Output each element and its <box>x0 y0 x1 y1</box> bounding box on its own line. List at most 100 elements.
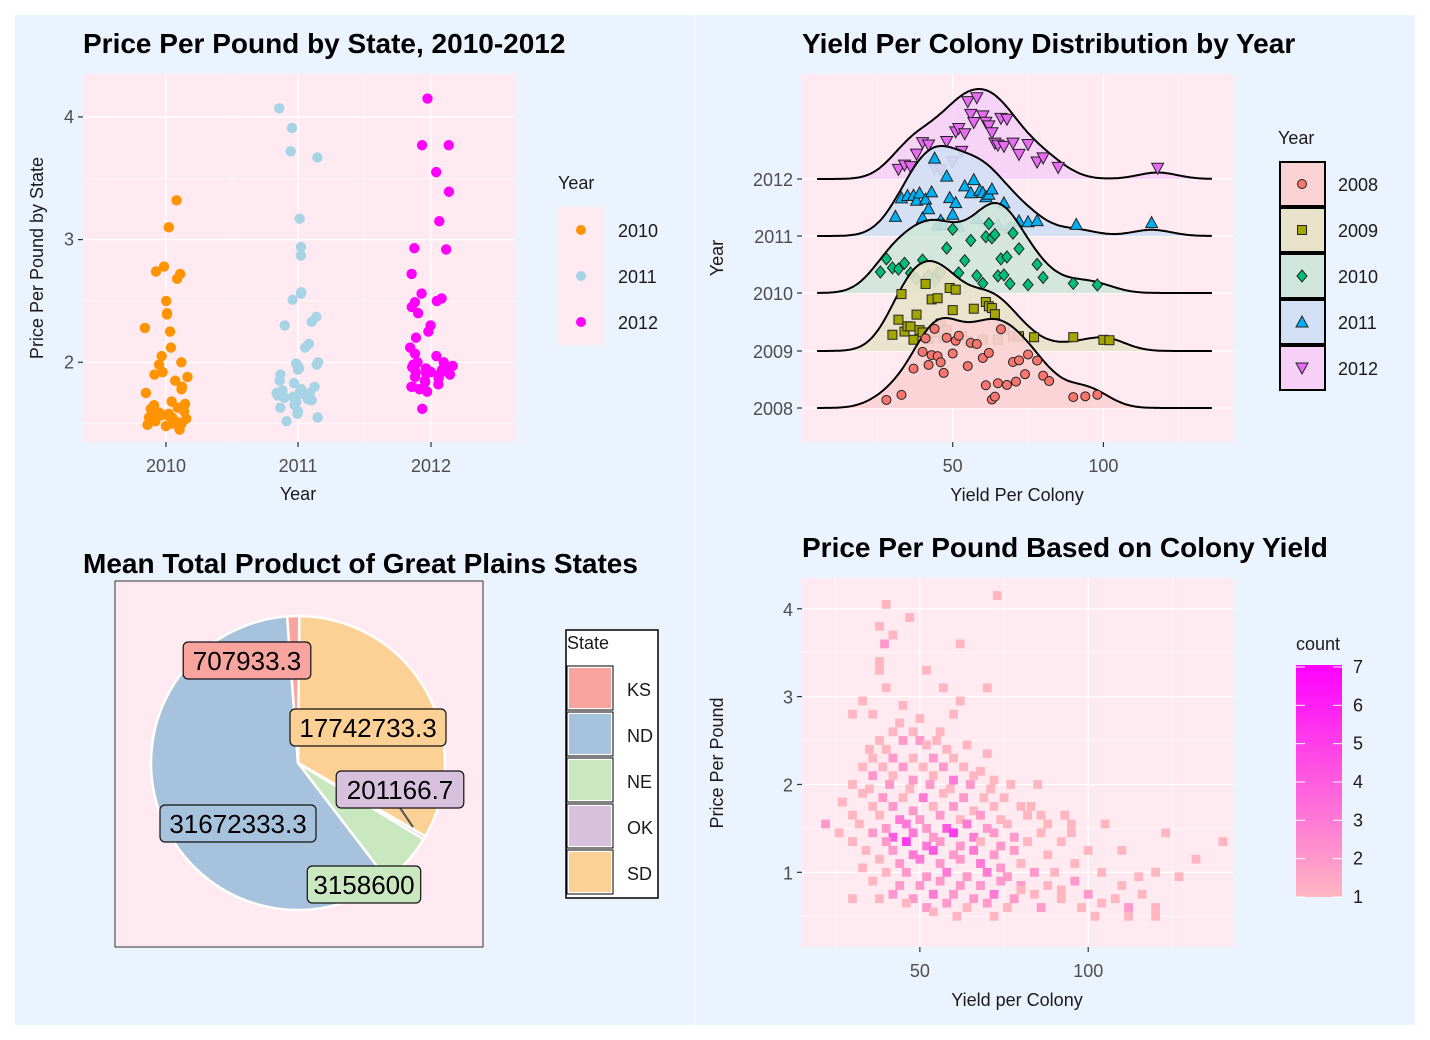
colorbar-ticks: 1 2 3 4 5 6 7 <box>1296 657 1363 907</box>
bin-cell <box>1151 867 1160 877</box>
density-ridges <box>817 88 1212 409</box>
bin-cell <box>838 797 847 807</box>
bin-cell <box>1056 894 1066 904</box>
bin-cell <box>1090 911 1100 921</box>
bin-cell <box>1003 903 1012 912</box>
bin-cell <box>949 828 958 838</box>
bin-cell <box>942 744 952 754</box>
bin-cell <box>908 727 918 737</box>
bin-cell <box>1009 832 1019 842</box>
bin-cell <box>1036 810 1046 820</box>
data-point-2011 <box>312 152 323 163</box>
ridge-point-2012 <box>891 163 906 177</box>
bin-cell <box>982 867 992 877</box>
bin-cell <box>966 780 975 789</box>
ridge-point-2011 <box>945 207 960 220</box>
ridge-point-2008 <box>1032 355 1043 366</box>
bin-cell <box>1117 881 1127 890</box>
bin-cell <box>969 894 979 904</box>
data-point-2011 <box>288 377 300 389</box>
bin-cell <box>989 802 999 811</box>
bin-cell <box>888 846 898 855</box>
bin-cell <box>976 810 985 820</box>
ridge-point-2012 <box>1000 113 1014 127</box>
data-point-2012 <box>431 295 443 307</box>
bin-cell <box>858 696 867 706</box>
bin-cell <box>915 714 925 723</box>
ridge-point-2012 <box>960 96 975 109</box>
ridge-point-2011 <box>927 151 942 164</box>
value-label-box-NE <box>306 865 422 904</box>
ridge-point-2011 <box>942 190 957 204</box>
bin-cell <box>976 766 985 776</box>
y-tick-label: 2012 <box>753 170 793 190</box>
bin-cell <box>935 837 945 846</box>
legend-label: NE <box>627 772 652 792</box>
bin-cell <box>1056 837 1066 846</box>
bin-cell <box>1016 885 1026 895</box>
ridge-point-2008 <box>896 389 907 400</box>
ridge-point-2010 <box>965 233 977 248</box>
ridge-point-2010 <box>1007 226 1019 240</box>
y-tick-label: 3 <box>783 688 793 708</box>
ridge-point-2009 <box>905 321 916 332</box>
bin-cell <box>949 753 958 763</box>
ridge-point-2008 <box>935 357 946 368</box>
data-point-2010 <box>165 342 177 353</box>
bin-cell <box>898 701 908 710</box>
ridge-point-2011 <box>1069 217 1084 230</box>
bin-cell <box>1026 802 1036 811</box>
bin-cell <box>875 854 884 864</box>
bin-cell <box>1083 846 1093 855</box>
data-point-2011 <box>295 250 307 261</box>
ridge-point-2010 <box>1091 278 1104 292</box>
data-point-2011 <box>312 412 323 423</box>
ridge-point-2011 <box>1144 215 1159 229</box>
bin-cell <box>1036 903 1046 912</box>
data-point-2010 <box>140 387 152 399</box>
bin-cell <box>861 846 871 855</box>
legend-key-2012 <box>576 317 586 327</box>
legend-label: 2008 <box>1338 175 1378 195</box>
legend-label: 2011 <box>618 267 657 287</box>
x-tick-label: 2012 <box>411 456 451 476</box>
bin-cell <box>1043 881 1053 890</box>
bin-cell <box>962 819 972 829</box>
ridge-point-2008 <box>971 339 982 350</box>
bin-cell <box>1083 889 1093 899</box>
data-point-2010 <box>150 266 162 277</box>
bin-cell <box>888 832 898 842</box>
ridge-point-2010 <box>892 262 905 276</box>
bin-cell <box>1067 828 1076 838</box>
x-tick-label: 50 <box>910 961 930 981</box>
legend-key-2010 <box>1279 253 1326 299</box>
colorbar-tick-label: 3 <box>1353 810 1363 830</box>
bin-cell <box>1023 810 1032 820</box>
bin-cell <box>989 889 999 899</box>
ridge-point-2009 <box>968 303 979 314</box>
bin-cell <box>1110 894 1120 904</box>
bin-cell <box>880 639 889 649</box>
ridge-point-2012 <box>966 116 981 130</box>
ridge-point-2009 <box>1068 332 1079 343</box>
y-axis-ticks: 2008 2009 2010 2011 2012 <box>753 170 802 419</box>
ridge-point-2011 <box>957 178 972 192</box>
bin-cell <box>928 907 938 917</box>
data-point-2011 <box>294 213 305 224</box>
bin-cell <box>875 621 884 631</box>
ridge-point-2010 <box>1004 276 1016 291</box>
y-axis-label: Year <box>707 240 727 276</box>
pie-value-labels: 707933.3 17742733.3 201166.7 31672333.3 3158… <box>159 641 465 904</box>
bin-cell <box>1016 859 1026 868</box>
ridge-point-2011 <box>924 184 939 198</box>
bin-cell <box>902 837 911 846</box>
bin-cell <box>848 810 857 820</box>
ridge-point-2010 <box>874 265 887 279</box>
ridge-point-2008 <box>938 367 949 378</box>
data-point-2011 <box>279 320 290 331</box>
data-point-2010 <box>156 350 167 362</box>
bin-cell <box>1077 903 1086 912</box>
bin-cell <box>895 881 905 890</box>
data-point-2011 <box>281 415 292 427</box>
ridge-point-2012 <box>1030 156 1044 170</box>
